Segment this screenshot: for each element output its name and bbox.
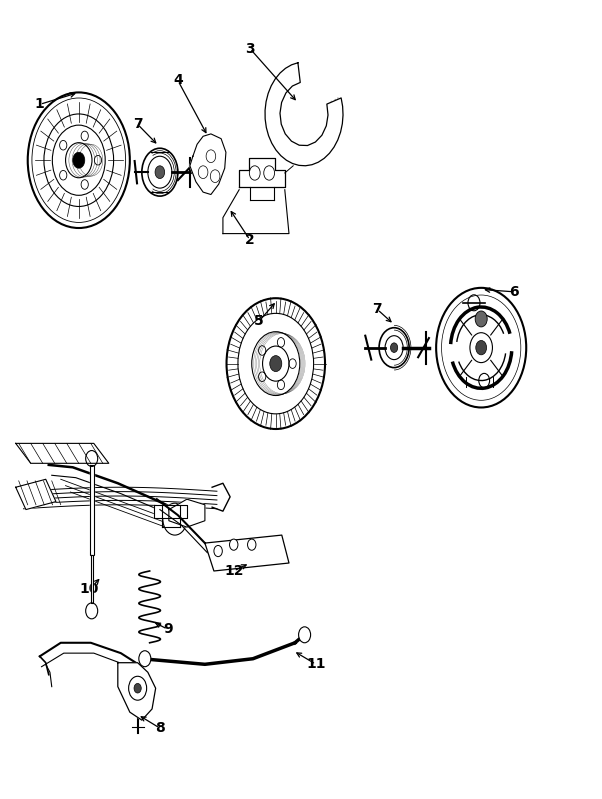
Text: 7: 7 [133,117,143,131]
Polygon shape [16,479,56,510]
Polygon shape [154,505,187,518]
Polygon shape [16,443,109,463]
Circle shape [476,340,486,355]
Text: 1: 1 [35,97,45,111]
Text: 6: 6 [509,284,519,299]
Circle shape [129,676,147,700]
Polygon shape [205,535,289,571]
Polygon shape [91,555,93,603]
Text: 4: 4 [173,74,183,87]
Polygon shape [239,158,285,187]
Circle shape [139,650,151,666]
Text: 8: 8 [155,721,165,735]
Circle shape [270,356,282,372]
Circle shape [391,343,398,352]
Circle shape [299,627,311,642]
Circle shape [155,166,165,178]
Polygon shape [118,662,156,720]
Text: 12: 12 [224,564,243,578]
Text: 3: 3 [245,42,255,56]
Circle shape [229,539,238,551]
Text: 7: 7 [373,302,382,316]
Text: 9: 9 [163,622,173,636]
Circle shape [214,546,222,557]
Circle shape [247,539,256,551]
Text: 11: 11 [306,658,326,671]
Circle shape [134,683,141,693]
Text: 2: 2 [245,233,255,247]
Circle shape [475,311,487,327]
Polygon shape [90,465,94,555]
Polygon shape [265,63,343,165]
Polygon shape [190,134,226,194]
Circle shape [163,503,187,535]
Polygon shape [169,499,205,527]
Text: 5: 5 [254,314,264,328]
Circle shape [73,153,85,169]
Text: 10: 10 [80,582,99,596]
